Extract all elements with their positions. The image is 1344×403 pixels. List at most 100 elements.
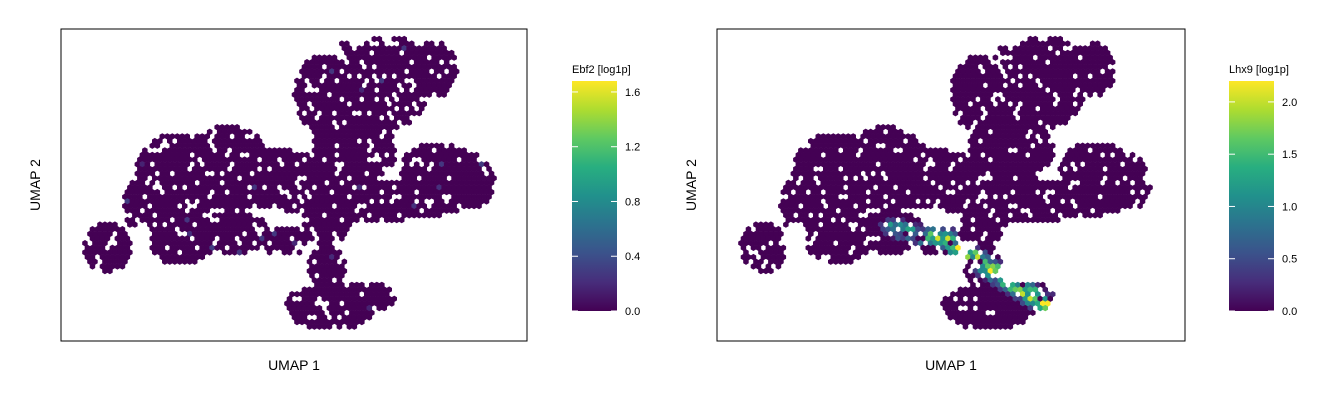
hex-bin xyxy=(102,249,108,256)
hex-bin xyxy=(1045,96,1051,103)
hex-bin xyxy=(374,105,380,112)
hex-bin xyxy=(810,226,817,233)
hex-bin xyxy=(379,179,385,186)
hex-bin xyxy=(142,212,148,219)
hex-bin xyxy=(346,54,353,61)
hex-bin xyxy=(1047,202,1053,210)
hex-bin xyxy=(875,179,881,186)
hex-bin xyxy=(1112,156,1118,163)
hex-bin xyxy=(865,179,871,186)
hex-bin xyxy=(1072,156,1078,163)
hex-bin xyxy=(1077,91,1083,98)
hex-bin xyxy=(880,161,886,168)
hex-bin xyxy=(925,179,931,186)
hex-bin xyxy=(319,318,325,326)
hex-bin xyxy=(438,142,445,149)
hex-bin xyxy=(947,240,954,247)
hex-bin xyxy=(1094,170,1101,177)
hex-bin xyxy=(483,179,490,186)
hex-bin xyxy=(129,207,136,214)
hex-bin xyxy=(902,221,909,228)
hex-bin xyxy=(1114,198,1121,205)
hex-bin xyxy=(376,110,383,117)
hex-bin xyxy=(892,128,899,135)
hex-bin xyxy=(416,63,422,70)
hex-bin xyxy=(1022,91,1029,98)
hex-bin xyxy=(326,267,333,275)
hex-bin xyxy=(167,156,173,163)
hex-bin xyxy=(251,184,258,191)
hex-bin xyxy=(309,96,315,103)
hex-bin xyxy=(149,198,156,205)
hex-bin xyxy=(316,184,323,191)
hex-bin xyxy=(246,221,253,228)
hex-bin xyxy=(902,230,909,238)
hex-bin xyxy=(833,175,839,182)
hex-bin xyxy=(780,207,787,214)
hex-bin xyxy=(780,188,787,196)
hexbin-points xyxy=(82,35,497,330)
hex-bin xyxy=(401,193,407,200)
hex-bin xyxy=(344,86,350,94)
hex-bin xyxy=(311,212,318,219)
hex-bin xyxy=(324,291,330,298)
hex-bin xyxy=(882,184,889,191)
hex-bin xyxy=(960,151,966,159)
colorbar-tick-label: 0.0 xyxy=(625,306,640,318)
hex-bin xyxy=(1102,147,1108,154)
hex-bin xyxy=(1042,128,1048,135)
hex-bin xyxy=(1015,309,1021,316)
hex-bin xyxy=(815,235,822,242)
hex-bin xyxy=(1030,161,1036,168)
hex-bin xyxy=(344,226,350,233)
hex-bin xyxy=(361,54,368,61)
hex-bin xyxy=(892,249,899,256)
hex-bin xyxy=(189,253,195,261)
hex-bin xyxy=(940,226,946,233)
hex-bin xyxy=(179,198,185,205)
hex-bin xyxy=(778,202,784,210)
hex-bin xyxy=(147,165,153,173)
hex-bin xyxy=(364,142,370,149)
hex-bin xyxy=(354,151,360,159)
hex-bin xyxy=(1052,35,1058,43)
hex-bin xyxy=(154,161,161,168)
hex-bin xyxy=(1052,202,1058,210)
hex-bin xyxy=(932,147,939,154)
hex-bin xyxy=(314,96,320,103)
hex-bin xyxy=(371,212,378,219)
hex-bin xyxy=(990,124,996,131)
hex-bin xyxy=(972,100,979,108)
hex-bin xyxy=(339,281,345,289)
hex-bin xyxy=(1057,110,1063,117)
hex-bin xyxy=(910,133,916,140)
hex-bin xyxy=(92,249,98,256)
hex-bin xyxy=(780,253,787,261)
hex-bin xyxy=(162,249,168,256)
hex-bin xyxy=(361,119,368,126)
hex-bin xyxy=(416,212,422,219)
hex-bin xyxy=(359,300,365,307)
hex-bin xyxy=(433,170,440,177)
hex-bin xyxy=(376,202,383,210)
hex-bin xyxy=(1082,54,1088,61)
hex-bin xyxy=(962,314,969,321)
hex-bin xyxy=(1079,68,1086,75)
hex-bin xyxy=(912,230,919,238)
hex-bin xyxy=(164,179,171,186)
hex-bin xyxy=(970,207,976,214)
hex-bin xyxy=(887,193,894,200)
hex-bin xyxy=(1109,198,1116,205)
hex-bin xyxy=(326,193,333,200)
hex-bin xyxy=(857,193,864,200)
hex-bin xyxy=(1097,184,1103,191)
hex-bin xyxy=(356,156,363,163)
hex-bin xyxy=(309,68,315,75)
hex-bin xyxy=(154,198,161,205)
hex-bin xyxy=(867,240,874,247)
hex-bin xyxy=(309,318,315,326)
hex-bin xyxy=(1010,216,1016,224)
hex-bin xyxy=(129,216,136,224)
hex-bin xyxy=(1069,105,1076,112)
hex-bin xyxy=(426,72,432,80)
